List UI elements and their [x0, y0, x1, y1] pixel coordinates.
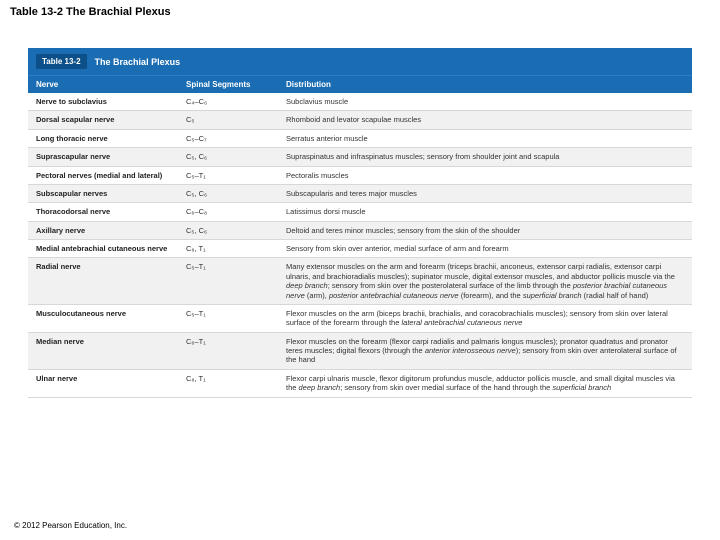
table-number-badge: Table 13-2 — [36, 54, 87, 69]
cell-nerve: Subscapular nerves — [28, 185, 178, 202]
table-row: Radial nerveC₅–T₁Many extensor muscles o… — [28, 258, 692, 305]
cell-distribution: Flexor muscles on the arm (biceps brachi… — [278, 305, 692, 332]
table-title-bar: Table 13-2 The Brachial Plexus — [28, 48, 692, 75]
cell-segments: C₆–T₁ — [178, 333, 278, 369]
table-row: Dorsal scapular nerveC₅Rhomboid and leva… — [28, 111, 692, 129]
cell-distribution: Sensory from skin over anterior, medial … — [278, 240, 692, 257]
cell-segments: C₈, T₁ — [178, 240, 278, 257]
cell-nerve: Median nerve — [28, 333, 178, 369]
table-row: Suprascapular nerveC₅, C₆Supraspinatus a… — [28, 148, 692, 166]
cell-nerve: Thoracodorsal nerve — [28, 203, 178, 220]
table-title: The Brachial Plexus — [95, 57, 181, 67]
col-header-distribution: Distribution — [278, 76, 692, 93]
cell-distribution: Flexor carpi ulnaris muscle, flexor digi… — [278, 370, 692, 397]
page-title: Table 13-2 The Brachial Plexus — [0, 0, 720, 18]
cell-distribution: Rhomboid and levator scapulae muscles — [278, 111, 692, 128]
cell-segments: C₅–T₁ — [178, 258, 278, 304]
cell-segments: C₅–T₁ — [178, 167, 278, 184]
table-column-header-row: Nerve Spinal Segments Distribution — [28, 75, 692, 93]
cell-nerve: Radial nerve — [28, 258, 178, 304]
cell-nerve: Pectoral nerves (medial and lateral) — [28, 167, 178, 184]
cell-distribution: Subclavius muscle — [278, 93, 692, 110]
cell-segments: C₄–C₆ — [178, 93, 278, 110]
cell-segments: C₅, C₆ — [178, 222, 278, 239]
table-row: Ulnar nerveC₈, T₁Flexor carpi ulnaris mu… — [28, 370, 692, 398]
col-header-segments: Spinal Segments — [178, 76, 278, 93]
cell-nerve: Ulnar nerve — [28, 370, 178, 397]
table-row: Pectoral nerves (medial and lateral)C₅–T… — [28, 167, 692, 185]
table-body: Nerve to subclaviusC₄–C₆Subclavius muscl… — [28, 93, 692, 398]
cell-distribution: Serratus anterior muscle — [278, 130, 692, 147]
cell-distribution: Supraspinatus and infraspinatus muscles;… — [278, 148, 692, 165]
table-row: Nerve to subclaviusC₄–C₆Subclavius muscl… — [28, 93, 692, 111]
cell-segments: C₅–C₇ — [178, 130, 278, 147]
cell-nerve: Long thoracic nerve — [28, 130, 178, 147]
table-row: Subscapular nervesC₅, C₆Subscapularis an… — [28, 185, 692, 203]
table-row: Medial antebrachial cutaneous nerveC₈, T… — [28, 240, 692, 258]
cell-segments: C₆–C₈ — [178, 203, 278, 220]
table-row: Axillary nerveC₅, C₆Deltoid and teres mi… — [28, 222, 692, 240]
cell-nerve: Medial antebrachial cutaneous nerve — [28, 240, 178, 257]
cell-segments: C₅–T₁ — [178, 305, 278, 332]
cell-distribution: Subscapularis and teres major muscles — [278, 185, 692, 202]
cell-nerve: Axillary nerve — [28, 222, 178, 239]
table-row: Long thoracic nerveC₅–C₇Serratus anterio… — [28, 130, 692, 148]
cell-distribution: Pectoralis muscles — [278, 167, 692, 184]
cell-nerve: Dorsal scapular nerve — [28, 111, 178, 128]
cell-segments: C₈, T₁ — [178, 370, 278, 397]
cell-distribution: Latissimus dorsi muscle — [278, 203, 692, 220]
cell-nerve: Nerve to subclavius — [28, 93, 178, 110]
table-row: Musculocutaneous nerveC₅–T₁Flexor muscle… — [28, 305, 692, 333]
cell-distribution: Flexor muscles on the forearm (flexor ca… — [278, 333, 692, 369]
cell-segments: C₅, C₆ — [178, 148, 278, 165]
brachial-plexus-table: Table 13-2 The Brachial Plexus Nerve Spi… — [28, 48, 692, 398]
cell-segments: C₅ — [178, 111, 278, 128]
cell-distribution: Many extensor muscles on the arm and for… — [278, 258, 692, 304]
copyright-text: © 2012 Pearson Education, Inc. — [14, 521, 127, 530]
table-row: Median nerveC₆–T₁Flexor muscles on the f… — [28, 333, 692, 370]
cell-nerve: Suprascapular nerve — [28, 148, 178, 165]
cell-distribution: Deltoid and teres minor muscles; sensory… — [278, 222, 692, 239]
cell-segments: C₅, C₆ — [178, 185, 278, 202]
cell-nerve: Musculocutaneous nerve — [28, 305, 178, 332]
table-row: Thoracodorsal nerveC₆–C₈Latissimus dorsi… — [28, 203, 692, 221]
col-header-nerve: Nerve — [28, 76, 178, 93]
